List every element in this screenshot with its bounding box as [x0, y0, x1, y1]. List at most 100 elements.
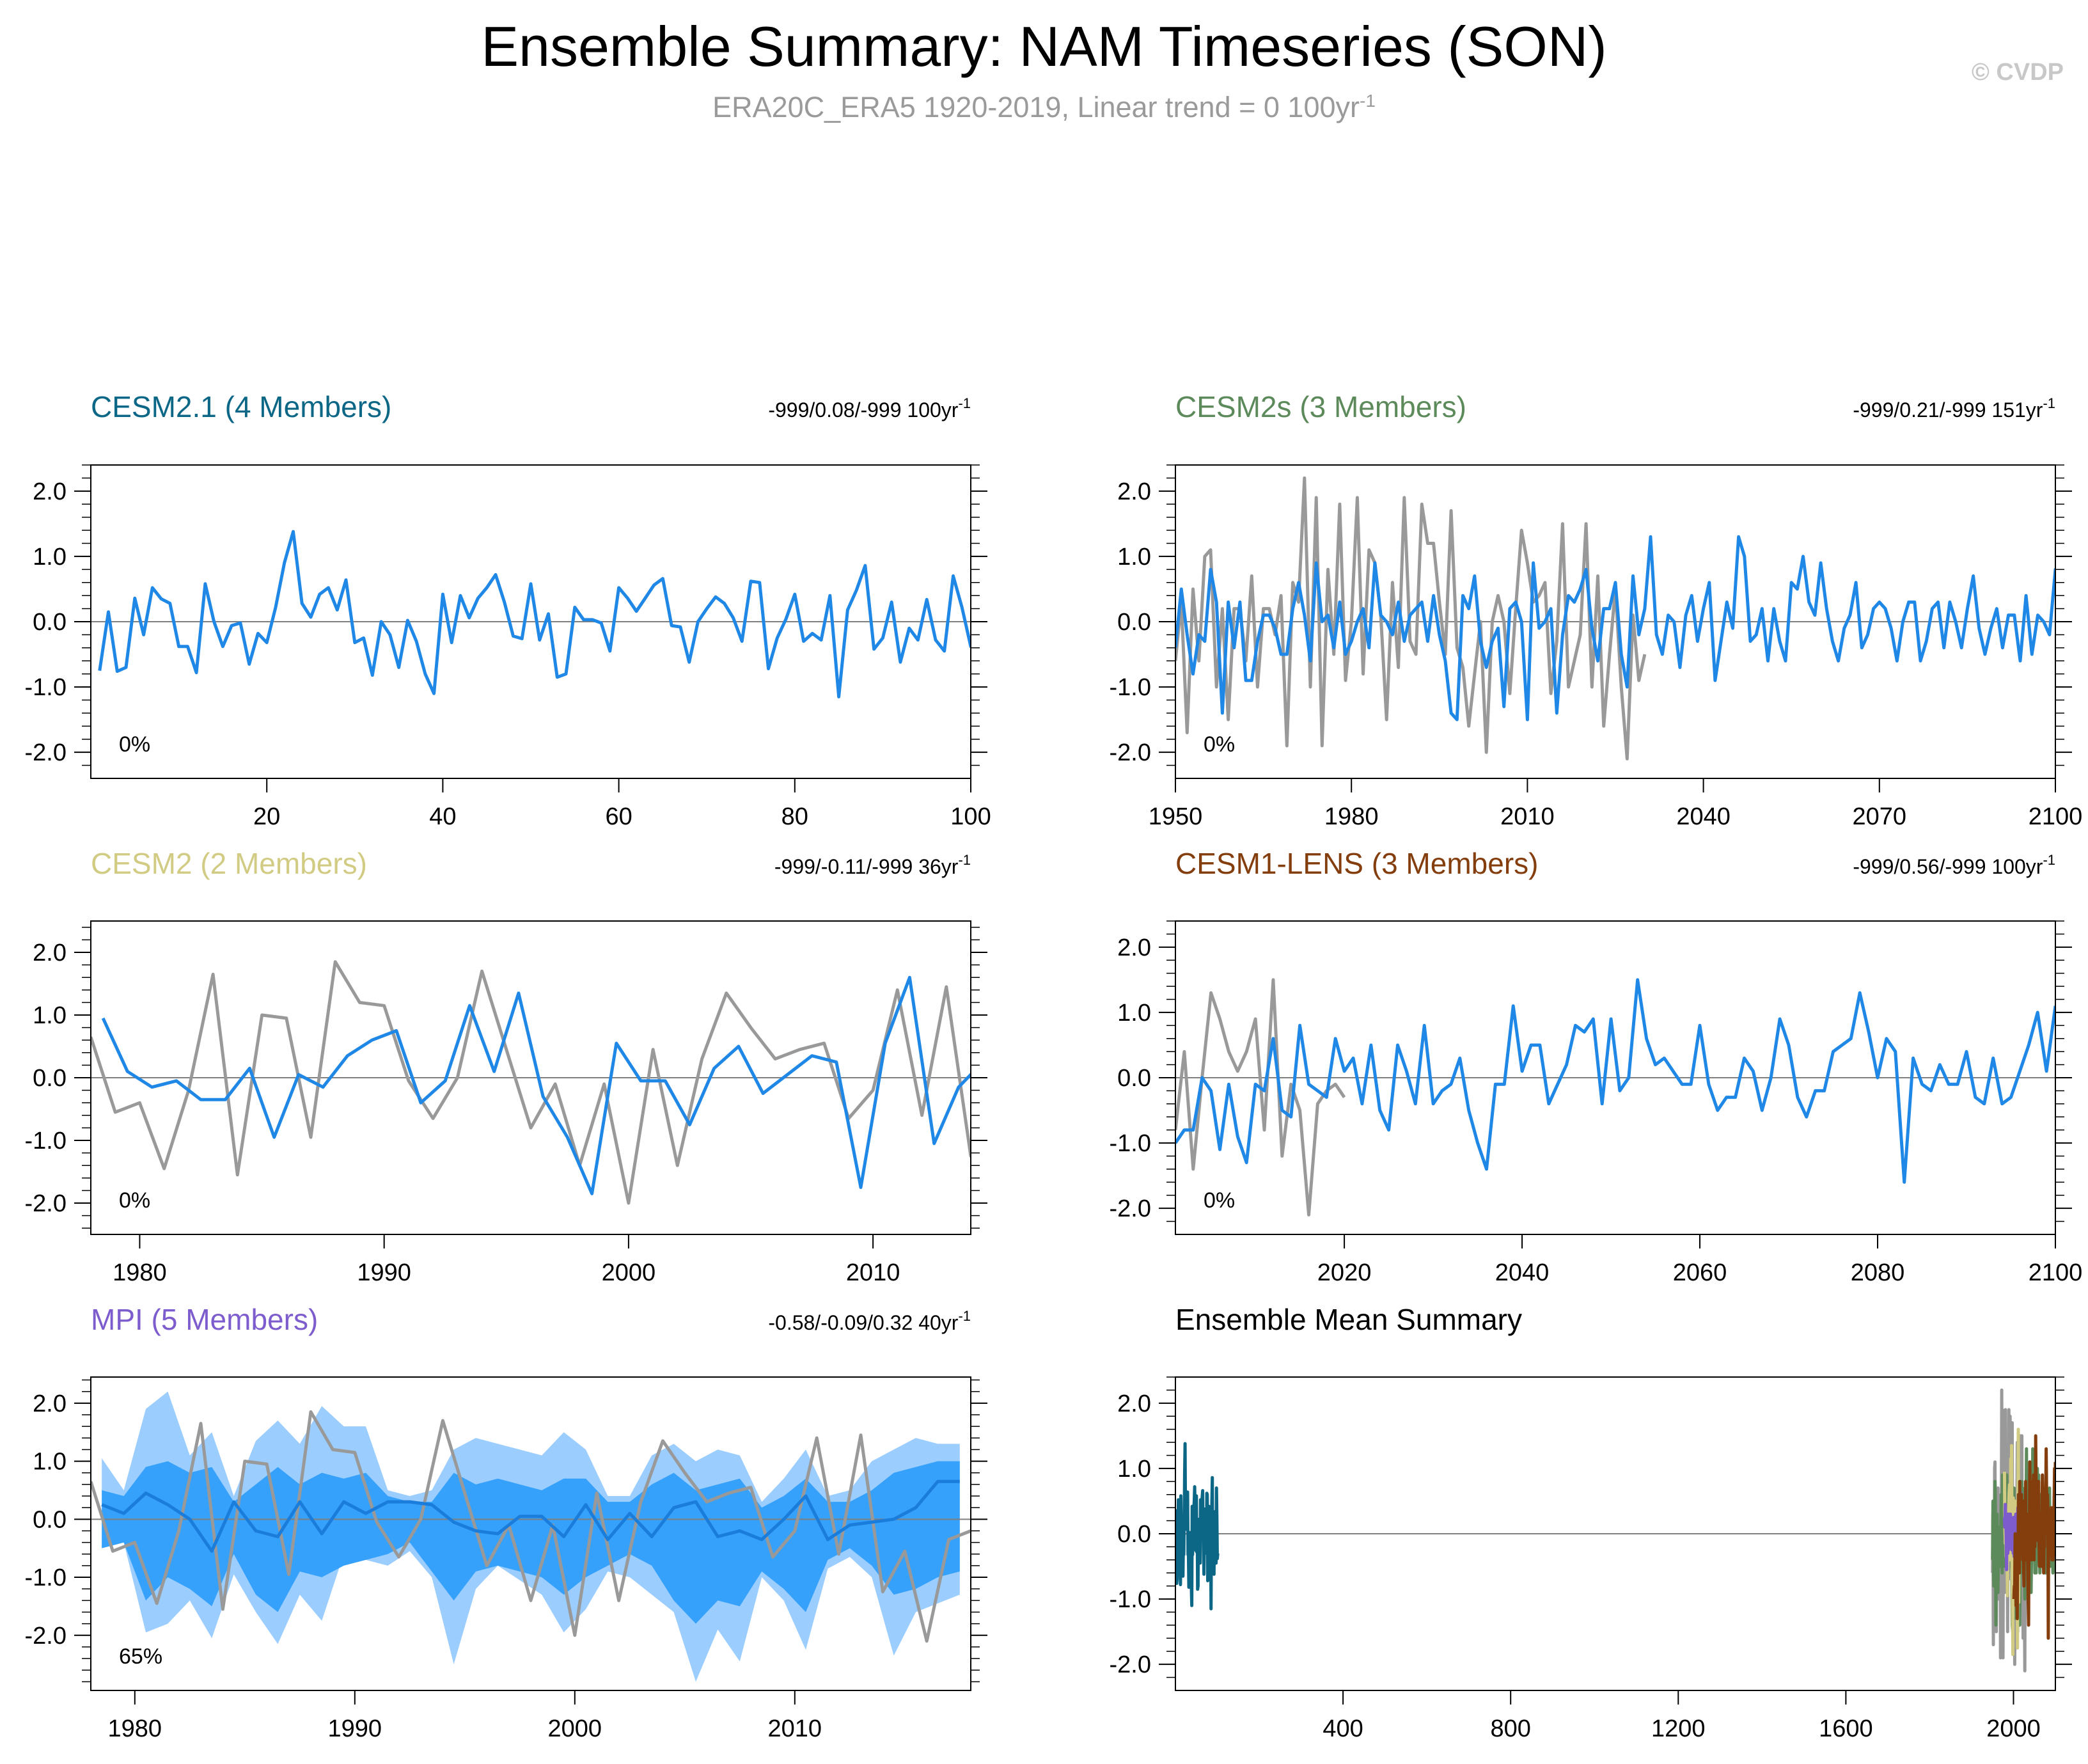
x-tick-label: 1980 [113, 1259, 167, 1286]
y-tick-label: -1.0 [25, 1128, 67, 1154]
plot-area [1175, 1388, 2055, 1673]
ensemble-mean-line [1175, 535, 2055, 721]
y-tick-label: -2.0 [1110, 1651, 1151, 1678]
percent-label: 0% [1204, 1188, 1235, 1213]
summary-line-cesm1-lens [2012, 1434, 2055, 1640]
chart-panel-0: CESM2.1 (4 Members) -999/0.08/-999 100yr-… [25, 390, 991, 830]
panel-title: CESM2.1 (4 Members) [91, 390, 391, 423]
x-tick-label: 20 [253, 803, 280, 830]
trend-exponent: -1 [958, 395, 971, 411]
obs-line [1175, 978, 1346, 1217]
chart-panel-1: CESM2s (3 Members) -999/0.21/-999 151yr-1… [1110, 390, 2083, 830]
y-tick-label: 1.0 [33, 1449, 67, 1476]
chart-panel-5: Ensemble Mean Summary 2.0 1.0 0.0 -1.0 -2.0 40… [1110, 1303, 2072, 1742]
plot-area [1175, 476, 2055, 760]
plot-area [1175, 978, 2055, 1217]
y-tick-label: -2.0 [1110, 739, 1151, 766]
chart-panel-4: MPI (5 Members) -0.58/-0.09/0.32 40yr-1 2.… [25, 1303, 987, 1742]
x-tick-label: 40 [429, 803, 456, 830]
y-tick-label: 2.0 [33, 1390, 67, 1417]
y-tick-label: 1.0 [1117, 544, 1151, 571]
subtitle-text: ERA20C_ERA5 1920-2019, Linear trend = 0 … [712, 91, 1360, 123]
x-tick-label: 60 [605, 803, 632, 830]
trend-text: -999/0.21/-999 151yr [1853, 398, 2043, 421]
x-tick-label: 1600 [1819, 1715, 1873, 1742]
x-tick-label: 2040 [1495, 1259, 1550, 1286]
trend-label: -999/0.56/-999 100yr-1 [1853, 852, 2055, 878]
trend-exponent: -1 [2043, 395, 2055, 411]
summary-line-cesm2-1 [1175, 1442, 1220, 1610]
x-tick-label: 2040 [1676, 803, 1731, 830]
ensemble-mean-line [1175, 978, 2055, 1184]
x-tick-label: 2060 [1673, 1259, 1727, 1286]
trend-label: -999/0.08/-999 100yr-1 [768, 395, 971, 421]
percent-label: 65% [119, 1644, 162, 1669]
trend-text: -999/0.56/-999 100yr [1853, 855, 2043, 878]
y-tick-label: 0.0 [1117, 1065, 1151, 1092]
page-title: Ensemble Summary: NAM Timeseries (SON) [481, 15, 1607, 78]
y-tick-label: -2.0 [1110, 1195, 1151, 1222]
y-tick-label: 2.0 [1117, 1390, 1151, 1417]
y-tick-label: 2.0 [33, 940, 67, 966]
x-tick-label: 1200 [1651, 1715, 1706, 1742]
y-tick-label: -2.0 [25, 1190, 67, 1217]
x-tick-label: 100 [950, 803, 991, 830]
y-tick-label: 1.0 [1117, 1000, 1151, 1027]
panel-title: CESM1-LENS (3 Members) [1175, 847, 1538, 880]
y-tick-label: 0.0 [1117, 1521, 1151, 1548]
plot-area [91, 1391, 971, 1682]
x-tick-label: 1950 [1149, 803, 1203, 830]
percent-label: 0% [119, 1188, 150, 1213]
y-tick-label: 0.0 [33, 1506, 67, 1533]
y-tick-label: 2.0 [1117, 934, 1151, 961]
y-tick-label: -1.0 [1110, 1130, 1151, 1157]
x-tick-label: 2020 [1317, 1259, 1372, 1286]
x-tick-label: 800 [1490, 1715, 1530, 1742]
plot-area [91, 530, 971, 698]
plot-frame [90, 1376, 971, 1691]
y-tick-label: 1.0 [1117, 1456, 1151, 1483]
ensemble-mean-line [101, 975, 971, 1195]
x-tick-label: 2000 [1986, 1715, 2041, 1742]
y-tick-label: -2.0 [25, 739, 67, 766]
x-tick-label: 2070 [1853, 803, 1907, 830]
panel-title: CESM2 (2 Members) [91, 847, 367, 880]
y-tick-label: 0.0 [1117, 609, 1151, 636]
percent-label: 0% [119, 732, 150, 757]
x-tick-label: 80 [781, 803, 808, 830]
x-tick-label: 2010 [768, 1715, 822, 1742]
chart-panel-3: CESM1-LENS (3 Members) -999/0.56/-999 100… [1110, 847, 2083, 1286]
x-tick-label: 2100 [2029, 803, 2083, 830]
panel-title: CESM2s (3 Members) [1175, 390, 1466, 423]
trend-text: -999/-0.11/-999 36yr [774, 855, 959, 878]
copyright-label: © CVDP [1971, 59, 2064, 86]
trend-exponent: -1 [2043, 852, 2055, 868]
y-tick-label: 2.0 [1117, 478, 1151, 505]
y-tick-label: 0.0 [33, 609, 67, 636]
plot-area [91, 960, 971, 1205]
x-tick-label: 2000 [602, 1259, 656, 1286]
trend-text: -999/0.08/-999 100yr [768, 398, 958, 421]
x-tick-label: 2080 [1851, 1259, 1905, 1286]
y-tick-label: 1.0 [33, 1002, 67, 1029]
panel-title: Ensemble Mean Summary [1175, 1303, 1522, 1336]
ensemble-mean-line [101, 1479, 960, 1553]
y-tick-label: 1.0 [33, 544, 67, 571]
x-tick-label: 1990 [328, 1715, 382, 1742]
trend-label: -999/-0.11/-999 36yr-1 [774, 852, 971, 878]
trend-label: -0.58/-0.09/0.32 40yr-1 [768, 1308, 971, 1334]
trend-text: -0.58/-0.09/0.32 40yr [768, 1311, 958, 1334]
panel-title: MPI (5 Members) [91, 1303, 318, 1336]
page-subtitle: ERA20C_ERA5 1920-2019, Linear trend = 0 … [0, 82, 2088, 127]
y-tick-label: -1.0 [1110, 1586, 1151, 1613]
x-tick-label: 1980 [1324, 803, 1379, 830]
x-tick-label: 2100 [2029, 1259, 2083, 1286]
subtitle-exponent: -1 [1360, 91, 1376, 111]
y-tick-label: -1.0 [1110, 674, 1151, 701]
obs-line [1175, 476, 1647, 760]
obs-line [91, 960, 971, 1205]
trend-label: -999/0.21/-999 151yr-1 [1853, 395, 2055, 421]
trend-exponent: -1 [958, 852, 971, 868]
x-tick-label: 2010 [846, 1259, 900, 1286]
x-tick-label: 400 [1323, 1715, 1363, 1742]
